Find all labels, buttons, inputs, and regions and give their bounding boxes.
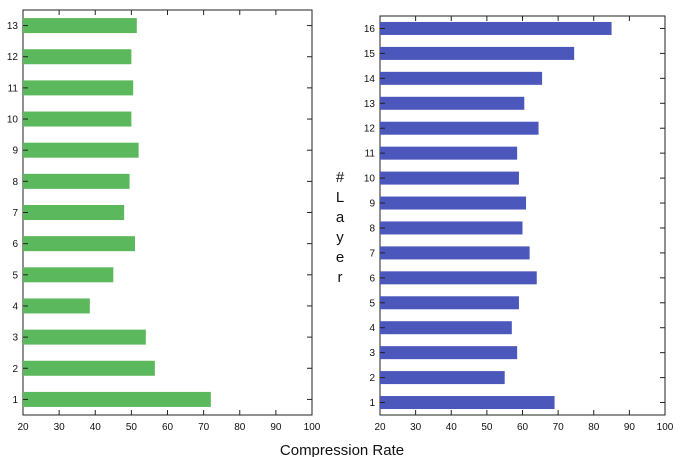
left-ytick-label: 8	[12, 177, 18, 188]
right-ytick-label: 13	[364, 99, 376, 110]
right-ytick-label: 9	[369, 199, 375, 210]
left-bar-layer-9	[23, 142, 139, 158]
y-axis-label-char: e	[336, 249, 344, 266]
left-ytick-label: 13	[7, 21, 19, 32]
right-ytick-label: 1	[369, 398, 375, 409]
right-xtick-label: 60	[517, 422, 529, 433]
right-ytick-label: 4	[369, 323, 375, 334]
right-ytick-label: 5	[369, 298, 375, 309]
right-ytick-label: 8	[369, 223, 375, 234]
right-xtick-label: 100	[657, 422, 674, 433]
right-bar-layer-7	[380, 246, 530, 260]
right-bar-layer-13	[380, 96, 525, 110]
left-xtick-label: 30	[54, 422, 66, 433]
right-xtick-label: 30	[410, 422, 422, 433]
right-xtick-label: 20	[374, 422, 386, 433]
left-ytick-label: 3	[12, 333, 18, 344]
right-ytick-label: 11	[365, 149, 376, 160]
right-ytick-label: 15	[364, 49, 376, 60]
left-ytick-label: 4	[12, 301, 18, 312]
left-ytick-label: 1	[12, 395, 18, 406]
left-ytick-label: 2	[12, 364, 18, 375]
left-bar-layer-6	[23, 236, 135, 252]
right-bar-layer-12	[380, 121, 539, 135]
y-axis-label-char: a	[336, 209, 345, 226]
right-bar-layer-2	[380, 371, 505, 385]
right-bar-layer-1	[380, 396, 555, 410]
x-axis-label: Compression Rate	[280, 442, 404, 457]
left-ytick-label: 11	[8, 83, 19, 94]
right-bar-layer-5	[380, 296, 519, 310]
right-bar-layer-10	[380, 171, 519, 185]
right-xtick-label: 70	[553, 422, 565, 433]
left-bar-layer-2	[23, 360, 155, 376]
left-bar-layer-3	[23, 329, 146, 345]
left-bar-layer-7	[23, 205, 125, 220]
left-xtick-label: 60	[162, 422, 174, 433]
left-xtick-label: 90	[270, 422, 282, 433]
left-xtick-label: 80	[234, 422, 246, 433]
y-axis-label-char: r	[338, 269, 343, 286]
right-bar-layer-9	[380, 196, 527, 210]
right-bar-layer-8	[380, 221, 523, 235]
left-bar-layer-12	[23, 49, 132, 65]
right-xtick-label: 90	[624, 422, 636, 433]
left-xtick-label: 40	[90, 422, 102, 433]
left-ytick-label: 9	[12, 146, 18, 157]
right-ytick-label: 3	[369, 348, 375, 359]
right-ytick-label: 16	[364, 24, 376, 35]
left-ytick-label: 10	[7, 115, 19, 126]
right-bar-layer-14	[380, 71, 543, 85]
right-xtick-label: 80	[588, 422, 600, 433]
right-ytick-label: 10	[364, 174, 376, 185]
right-ytick-label: 7	[369, 248, 375, 259]
left-ytick-label: 6	[12, 239, 18, 250]
left-ytick-label: 5	[12, 270, 18, 281]
right-xtick-label: 40	[446, 422, 458, 433]
left-bar-layer-13	[23, 18, 137, 34]
left-bar-layer-10	[23, 111, 132, 127]
right-bar-layer-16	[380, 21, 612, 35]
right-ytick-label: 12	[364, 124, 376, 135]
left-xtick-label: 50	[126, 422, 138, 433]
y-axis-label-char: #	[336, 169, 345, 186]
y-axis-label-char: L	[336, 189, 344, 206]
left-bar-layer-1	[23, 391, 211, 407]
left-ytick-label: 12	[7, 52, 19, 63]
left-ytick-label: 7	[12, 208, 18, 219]
right-bar-layer-15	[380, 46, 575, 60]
right-ytick-label: 2	[369, 373, 375, 384]
right-bar-layer-11	[380, 146, 518, 160]
right-ytick-label: 14	[364, 74, 376, 85]
left-bar-layer-4	[23, 298, 90, 314]
left-xtick-label: 100	[304, 422, 321, 433]
right-bar-layer-3	[380, 346, 518, 360]
left-bar-layer-5	[23, 267, 114, 283]
right-bar-layer-6	[380, 271, 537, 285]
left-xtick-label: 20	[17, 422, 29, 433]
left-bar-layer-11	[23, 80, 134, 96]
right-xtick-label: 50	[481, 422, 493, 433]
right-bar-layer-4	[380, 321, 512, 335]
left-bar-layer-8	[23, 173, 130, 189]
left-xtick-label: 70	[198, 422, 210, 433]
right-ytick-label: 6	[369, 273, 375, 284]
y-axis-label-char: y	[336, 229, 344, 246]
